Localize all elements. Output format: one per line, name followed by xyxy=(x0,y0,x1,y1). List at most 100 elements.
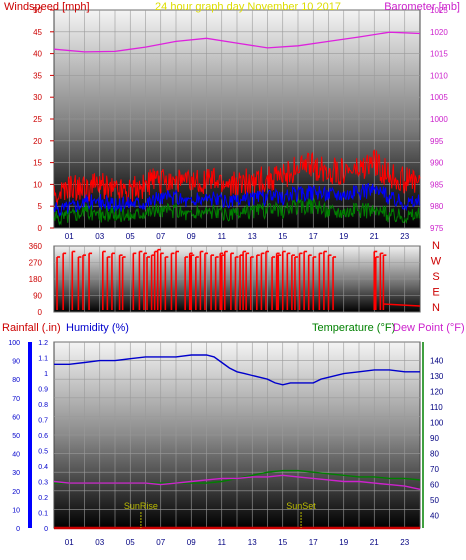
humidity-tick-label: 60 xyxy=(12,414,20,421)
humidity-tick-label: 30 xyxy=(12,470,20,477)
humidity-line xyxy=(54,354,420,386)
windspeed-tick-label: 15 xyxy=(33,159,42,168)
barometer-tick-label: 1025 xyxy=(430,6,448,15)
wind-low-line xyxy=(53,198,421,226)
humidity-x-tick-label: 01 xyxy=(65,538,74,547)
wind-x-tick-label: 03 xyxy=(95,232,104,241)
windspeed-tick-label: 25 xyxy=(33,115,42,124)
temperature-tick-label: 90 xyxy=(430,434,439,443)
wind-x-tick-label: 15 xyxy=(278,232,287,241)
humidity-axis-label: Humidity (%) xyxy=(66,322,129,334)
barometer-axis-label: Barometer [mb] xyxy=(384,1,460,13)
barometer-tick-label: 975 xyxy=(430,224,444,233)
windspeed-axis-label: Windspeed [mph] xyxy=(4,1,90,13)
temperature-tick-label: 60 xyxy=(430,481,439,490)
barometer-tick-label: 1005 xyxy=(430,93,448,102)
humidity-x-tick-label: 07 xyxy=(156,538,165,547)
compass-label: N xyxy=(432,302,440,314)
direction-tick-label: 360 xyxy=(29,242,43,251)
temperature-tick-label: 40 xyxy=(430,512,439,521)
humidity-x-tick-label: 21 xyxy=(370,538,379,547)
humidity-series xyxy=(53,354,421,530)
rainfall-tick-label: 0.4 xyxy=(38,464,48,471)
humidity-x-tick-label: 05 xyxy=(126,538,135,547)
compass-label: S xyxy=(432,271,439,283)
compass-label: W xyxy=(431,256,442,268)
humidity-tick-label: 0 xyxy=(16,526,20,533)
humidity-tick-label: 50 xyxy=(12,433,20,440)
barometer-tick-label: 990 xyxy=(430,159,444,168)
humidity-tick-label: 70 xyxy=(12,396,20,403)
rainfall-tick-label: 1.2 xyxy=(38,340,48,347)
windspeed-tick-label: 20 xyxy=(33,137,42,146)
dewpoint-axis-label: Dew Point (°F) xyxy=(393,322,465,334)
barometer-line xyxy=(53,31,421,53)
direction-tick-label: 0 xyxy=(38,308,43,317)
humidity-tick-label: 20 xyxy=(12,489,20,496)
temperature-tick-label: 70 xyxy=(430,465,439,474)
chart-title: 24 hour graph day November 10 2017 xyxy=(155,1,341,13)
rainfall-tick-label: 0.2 xyxy=(38,495,48,502)
rainfall-tick-label: 0 xyxy=(44,526,48,533)
temperature-tick-label: 120 xyxy=(430,388,444,397)
windspeed-tick-label: 5 xyxy=(38,202,43,211)
sun-marker-label: SunRise xyxy=(124,501,158,511)
wind-x-tick-label: 23 xyxy=(400,232,409,241)
humidity-x-tick-label: 19 xyxy=(339,538,348,547)
humidity-x-tick-label: 13 xyxy=(248,538,257,547)
temperature-tick-label: 110 xyxy=(430,403,443,412)
rainfall-tick-label: 1.1 xyxy=(38,356,48,363)
direction-series xyxy=(56,248,421,310)
humidity-x-tick-label: 11 xyxy=(218,538,227,547)
barometer-tick-label: 1015 xyxy=(430,50,448,59)
wind-x-tick-label: 21 xyxy=(370,232,379,241)
windspeed-tick-label: 35 xyxy=(33,71,42,80)
direction-tail-line xyxy=(383,303,421,307)
wind-x-tick-label: 07 xyxy=(156,232,165,241)
compass-label: N xyxy=(432,240,440,252)
temperature-tick-label: 80 xyxy=(430,450,439,459)
windspeed-tick-label: 40 xyxy=(33,50,42,59)
rainfall-tick-label: 0.6 xyxy=(38,433,48,440)
wind-x-tick-label: 17 xyxy=(309,232,318,241)
windspeed-tick-label: 50 xyxy=(33,6,42,15)
direction-tick-label: 180 xyxy=(29,275,43,284)
temperature-axis-label: Temperature (°F) xyxy=(312,322,395,334)
compass-label: E xyxy=(432,287,439,299)
humidity-tick-label: 100 xyxy=(8,340,20,347)
humidity-tick-label: 80 xyxy=(12,377,20,384)
humidity-x-tick-label: 03 xyxy=(95,538,104,547)
direction-tick-label: 90 xyxy=(33,292,42,301)
temperature-tick-label: 100 xyxy=(430,419,444,428)
wind-x-tick-label: 01 xyxy=(65,232,74,241)
wind-series xyxy=(53,31,421,226)
wind-x-tick-label: 05 xyxy=(126,232,135,241)
direction-tick-label: 270 xyxy=(29,259,43,268)
windspeed-tick-label: 10 xyxy=(33,180,42,189)
dewpoint-line xyxy=(53,474,421,490)
humidity-tick-label: 40 xyxy=(12,452,20,459)
temperature-tick-label: 140 xyxy=(430,357,444,366)
rainfall-tick-label: 0.7 xyxy=(38,418,48,425)
sun-marker-label: SunSet xyxy=(286,501,316,511)
humidity-x-tick-label: 17 xyxy=(309,538,318,547)
barometer-tick-label: 1010 xyxy=(430,71,448,80)
rainfall-tick-label: 0.8 xyxy=(38,402,48,409)
barometer-tick-label: 995 xyxy=(430,137,444,146)
wind-axes: 0510152025303540455097598098599099510001… xyxy=(33,6,448,241)
temperature-tick-label: 50 xyxy=(430,496,439,505)
barometer-tick-label: 980 xyxy=(430,202,444,211)
rainfall-tick-label: 0.3 xyxy=(38,480,48,487)
humidity-x-tick-label: 23 xyxy=(400,538,409,547)
humidity-axes: 010203040506070809010000.10.20.30.40.50.… xyxy=(8,340,444,547)
wind-average-line xyxy=(53,182,421,218)
wind-x-tick-label: 11 xyxy=(218,232,227,241)
humidity-tick-label: 90 xyxy=(12,359,20,366)
wind-x-tick-label: 09 xyxy=(187,232,196,241)
rainfall-tick-label: 0.5 xyxy=(38,449,48,456)
windspeed-tick-label: 0 xyxy=(38,224,43,233)
barometer-tick-label: 1020 xyxy=(430,28,448,37)
